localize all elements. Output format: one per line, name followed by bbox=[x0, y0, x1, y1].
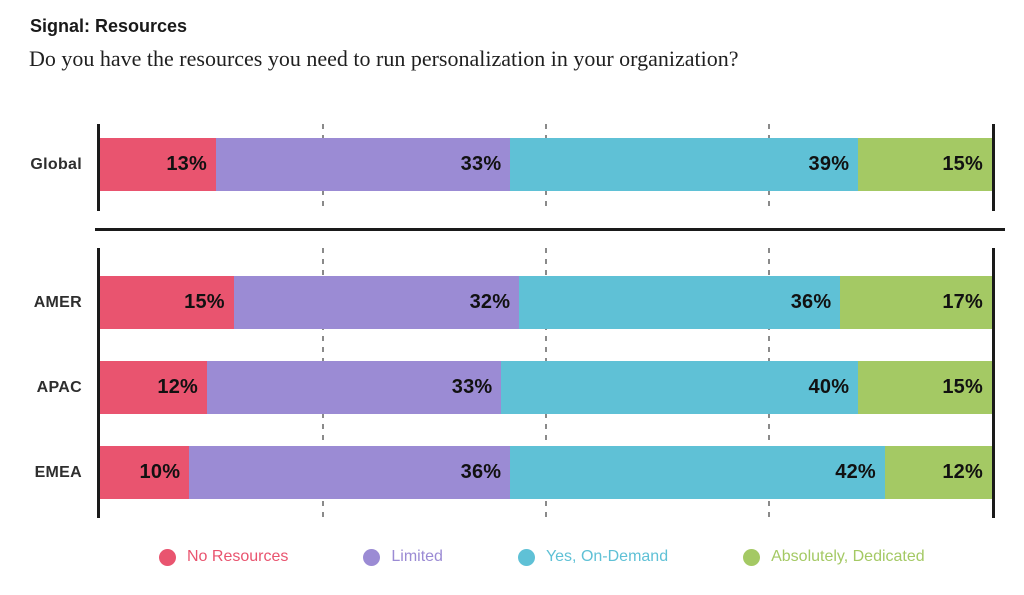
segment-apac-no-resources: 12% bbox=[100, 361, 208, 414]
row-label-apac: APAC bbox=[36, 378, 82, 396]
legend-label: Limited bbox=[391, 548, 443, 565]
segment-value-label: 42% bbox=[835, 461, 876, 483]
row-label-amer: AMER bbox=[33, 293, 82, 311]
chart-question: Do you have the resources you need to ru… bbox=[29, 46, 739, 71]
bar-row-amer: AMER 15% 32% 36% 17% bbox=[0, 276, 1024, 329]
segment-value-label: 15% bbox=[184, 291, 225, 313]
segment-amer-no-resources: 15% bbox=[100, 276, 234, 329]
bar-track-emea: 10% 36% 42% 12% bbox=[100, 446, 992, 499]
legend-item-no-resources: No Resources bbox=[159, 548, 288, 566]
y-axis-left bbox=[97, 124, 100, 211]
group-separator-line bbox=[95, 228, 1005, 231]
y-axis-right bbox=[992, 124, 995, 211]
legend: No Resources Limited Yes, On-Demand Absolut… bbox=[97, 548, 1007, 566]
legend-dot-icon bbox=[517, 548, 535, 566]
bar-row-emea: EMEA 10% 36% 42% 12% bbox=[0, 446, 1024, 499]
segment-value-label: 36% bbox=[460, 461, 502, 483]
segment-emea-yes-on-demand: 42% bbox=[510, 446, 885, 499]
segment-global-no-resources: 13% bbox=[100, 138, 216, 191]
bar-track-amer: 15% 32% 36% 17% bbox=[100, 276, 992, 329]
segment-amer-yes-on-demand: 36% bbox=[519, 276, 841, 329]
legend-dot-icon bbox=[159, 548, 176, 566]
legend-label: Absolutely, Dedicated bbox=[771, 548, 925, 565]
row-label-global: Global bbox=[30, 155, 82, 173]
segment-emea-no-resources: 10% bbox=[100, 446, 190, 499]
segment-apac-yes-on-demand: 40% bbox=[501, 361, 859, 414]
bar-row-apac: APAC 12% 33% 40% 15% bbox=[0, 361, 1024, 414]
segment-emea-limited: 36% bbox=[189, 446, 511, 499]
bar-track-global: 13% 33% 39% 15% bbox=[100, 138, 992, 191]
legend-label: No Resources bbox=[187, 548, 289, 565]
segment-apac-absolutely-dedicated: 15% bbox=[858, 361, 992, 414]
legend-dot-icon bbox=[363, 548, 381, 566]
bar-track-apac: 12% 33% 40% 15% bbox=[100, 361, 992, 414]
segment-value-label: 40% bbox=[808, 376, 850, 398]
segment-value-label: 12% bbox=[942, 461, 983, 483]
legend-dot-icon bbox=[743, 548, 761, 566]
segment-value-label: 33% bbox=[460, 153, 502, 175]
segment-value-label: 15% bbox=[942, 376, 983, 398]
segment-value-label: 10% bbox=[139, 461, 181, 483]
legend-item-absolutely-dedicated: Absolutely, Dedicated bbox=[743, 548, 925, 566]
chart-title: Signal: Resources bbox=[30, 16, 188, 36]
segment-global-limited: 33% bbox=[215, 138, 511, 191]
segment-global-yes-on-demand: 39% bbox=[510, 138, 859, 191]
bar-row-global: Global 13% 33% 39% 15% bbox=[0, 138, 1024, 191]
legend-item-limited: Limited bbox=[363, 548, 443, 566]
segment-value-label: 12% bbox=[157, 376, 199, 398]
segment-amer-limited: 32% bbox=[233, 276, 520, 329]
segment-value-label: 13% bbox=[166, 153, 207, 175]
segment-value-label: 32% bbox=[469, 291, 511, 313]
segment-apac-limited: 33% bbox=[207, 361, 502, 414]
segment-value-label: 36% bbox=[790, 291, 832, 313]
row-label-emea: EMEA bbox=[34, 463, 82, 481]
global-bar-group: Global 13% 33% 39% 15% bbox=[0, 124, 1024, 211]
regions-bar-group: AMER 15% 32% 36% 17% APAC 12% 33% 40% 15% EMEA 10% 3… bbox=[0, 248, 1024, 518]
y-axis-right bbox=[992, 248, 995, 518]
segment-emea-absolutely-dedicated: 12% bbox=[884, 446, 992, 499]
segment-value-label: 39% bbox=[808, 153, 850, 175]
segment-global-absolutely-dedicated: 15% bbox=[858, 138, 992, 191]
segment-amer-absolutely-dedicated: 17% bbox=[840, 276, 992, 329]
segment-value-label: 17% bbox=[942, 291, 983, 313]
segment-value-label: 15% bbox=[942, 153, 983, 175]
legend-label: Yes, On-Demand bbox=[545, 548, 669, 565]
legend-item-yes-on-demand: Yes, On-Demand bbox=[517, 548, 669, 566]
segment-value-label: 33% bbox=[451, 376, 493, 398]
y-axis-left bbox=[97, 248, 100, 518]
